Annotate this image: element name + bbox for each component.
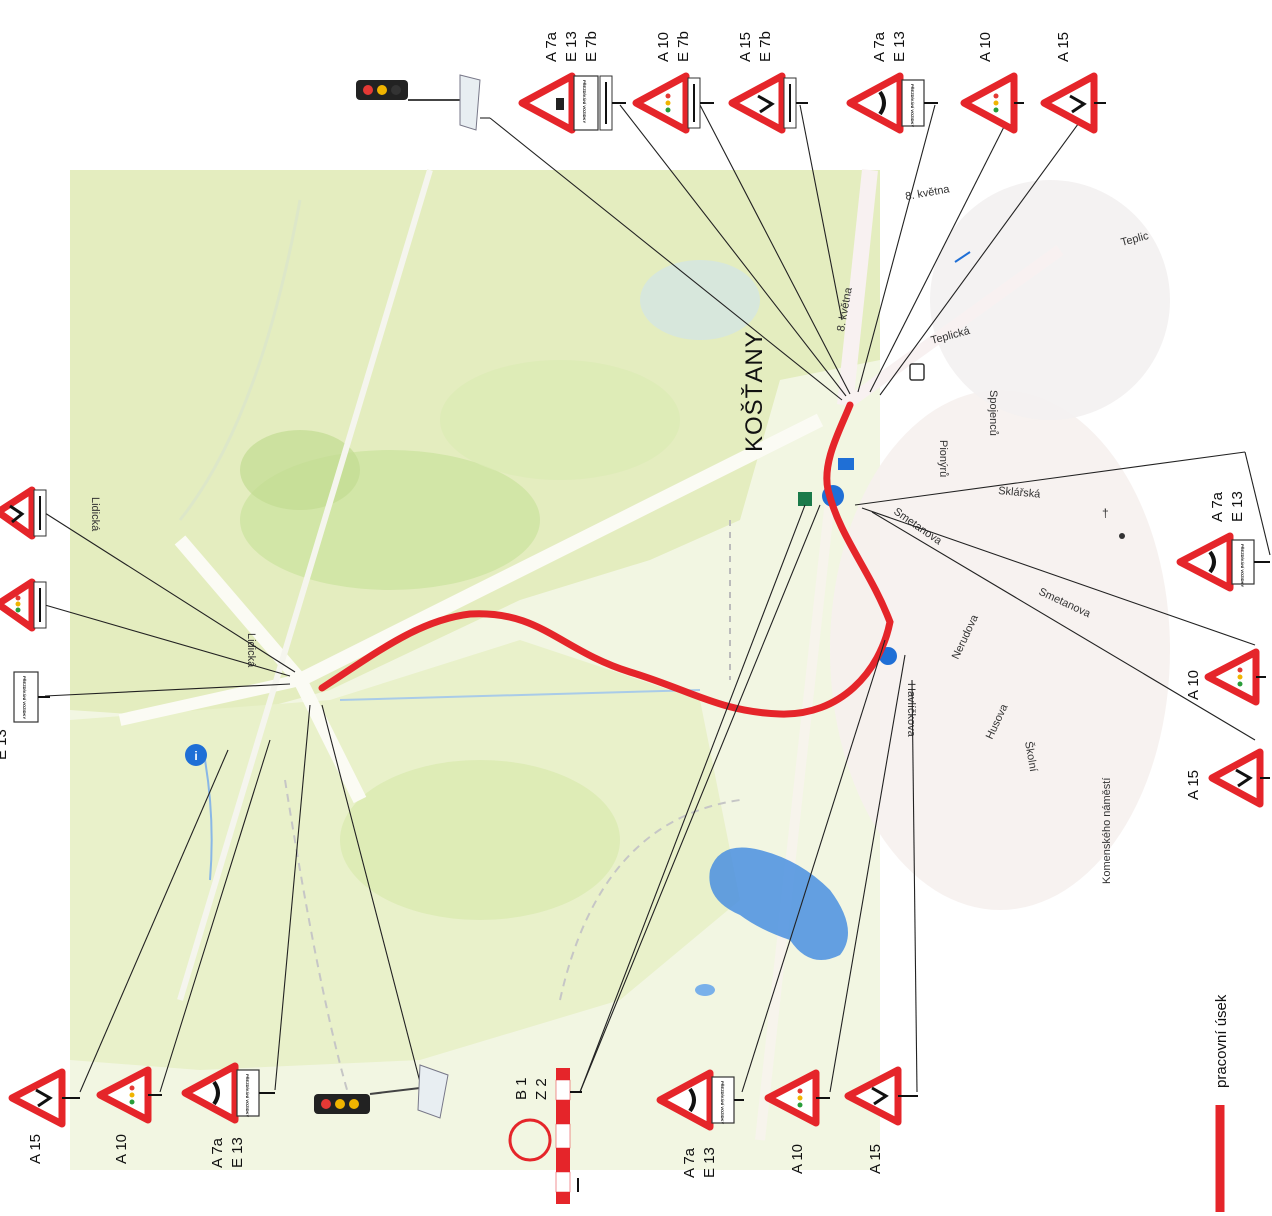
arrow-marker [954,251,971,263]
barrier-z2 [555,1068,582,1204]
sign-code: A 10 [113,1134,130,1164]
sign-code: E 7b [675,31,692,62]
sign-group-right-1: PŘEZDÍVÁNÍ VOZIDKY A 7a E 13 [1176,491,1270,592]
sign-group-top-6: A 15 [1040,32,1106,134]
pond [709,847,848,960]
sign-group-left-1: A 15 [8,1068,80,1164]
sign-panel-text: PŘEZDÍVÁNÍ VOZIDKY [245,1074,250,1117]
sign-group-top-3: A 15 E 7b [728,31,808,134]
sign-code: A 15 [27,1134,44,1164]
sign-panel-text: PŘEZDÍVÁNÍ VOZIDKY [910,84,915,127]
sign-code: A 7a [871,31,888,62]
sign-code: A 7a [1209,491,1226,522]
sign-group-left-3: PŘEZDÍVÁNÍ VOZIDKY A 7a E 13 [181,1062,275,1168]
sign-code: A 10 [1185,670,1202,700]
sign-code: A 7a [543,31,560,62]
sign-code: A 10 [977,32,994,62]
sign-code: A 10 [789,1144,806,1174]
street-label: Komenského náměstí [1101,778,1113,884]
sign-code: A 10 [655,32,672,62]
sign-code: A 7a [681,1147,698,1178]
work-section-route [318,401,894,718]
street-label: Sklářská [998,485,1042,501]
station-icon [798,492,812,506]
fuel-icon [909,363,925,381]
street-label: Školní [1022,740,1040,772]
street-label: Pionýrů [937,440,949,477]
sign-group-left-2: A 10 [96,1066,162,1164]
sign-panel-text: PŘEZDÍVÁNÍ VOZIDKY [720,1081,725,1124]
sign-group-barrier: B 1 Z 2 [508,1068,582,1204]
sign-code: A 7a [209,1137,226,1168]
street-label: Spojenců [987,390,999,436]
parking-icon [838,458,854,470]
svg-text:i: i [194,749,197,763]
sign-code: E 13 [563,31,580,62]
sign-group-left-top: PŘEZDÍVÁNÍ VOZIDKY E 13 [0,486,50,760]
sign-group-right-2: A 10 [1185,648,1266,706]
svg-text:†: † [1102,506,1109,520]
sign-group-top-4: PŘEZDÍVÁNÍ VOZIDKY A 7a E 13 [846,31,938,134]
sign-group-bottom-2: A 10 [764,1069,830,1174]
legend-work-section-label: pracovní úsek [1213,994,1230,1088]
sign-code: E 13 [0,729,10,760]
sign-panel-text: PŘEZDÍVÁNÍ VOZIDKY [1240,544,1245,587]
sign-panel-text: PŘEZDÍVÁNÍ VOZIDKY [22,676,27,719]
legend: pracovní úsek [1213,994,1230,1212]
street-label: Lidická [89,497,101,532]
sign-group-top-1: PŘEZDÍVÁNÍ VOZIDKY A 7a E 13 E 7b [518,31,626,134]
sign-group-top-2: A 10 E 7b [632,31,714,134]
church-icon [1119,533,1125,539]
map-background: i † [70,169,1170,1170]
street-label: Havlíčkova [905,683,917,738]
traffic-light-bottom [314,1064,449,1119]
sign-code: E 7b [757,31,774,62]
traffic-light-top [356,74,481,131]
sign-group-bottom-3: A 15 [844,1066,918,1174]
sign-panel-text: PŘEZDÍVÁNÍ VOZIDKY [582,80,587,123]
no-entry-sign [508,1118,552,1162]
sign-code: E 13 [701,1147,718,1178]
info-icon [185,744,207,766]
sign-code: E 13 [891,31,908,62]
sign-code: A 15 [1185,770,1202,800]
sign-code: A 15 [737,32,754,62]
sign-code: B 1 [513,1077,530,1100]
sign-group-right-3: A 15 [1185,748,1270,808]
town-label: KOŠŤANY [740,330,768,452]
sign-code: A 15 [1055,32,1072,62]
leader-lines [44,104,1271,1093]
sign-code: E 13 [229,1137,246,1168]
sign-code: A 15 [867,1144,884,1174]
sign-code: Z 2 [533,1078,550,1100]
sign-group-top-5: A 10 [960,32,1024,134]
sign-code: E 13 [1229,491,1246,522]
street-label: Lidická [245,633,257,668]
sign-code: E 7b [583,31,600,62]
sign-group-bottom-1: PŘEZDÍVÁNÍ VOZIDKY A 7a E 13 [656,1069,744,1178]
